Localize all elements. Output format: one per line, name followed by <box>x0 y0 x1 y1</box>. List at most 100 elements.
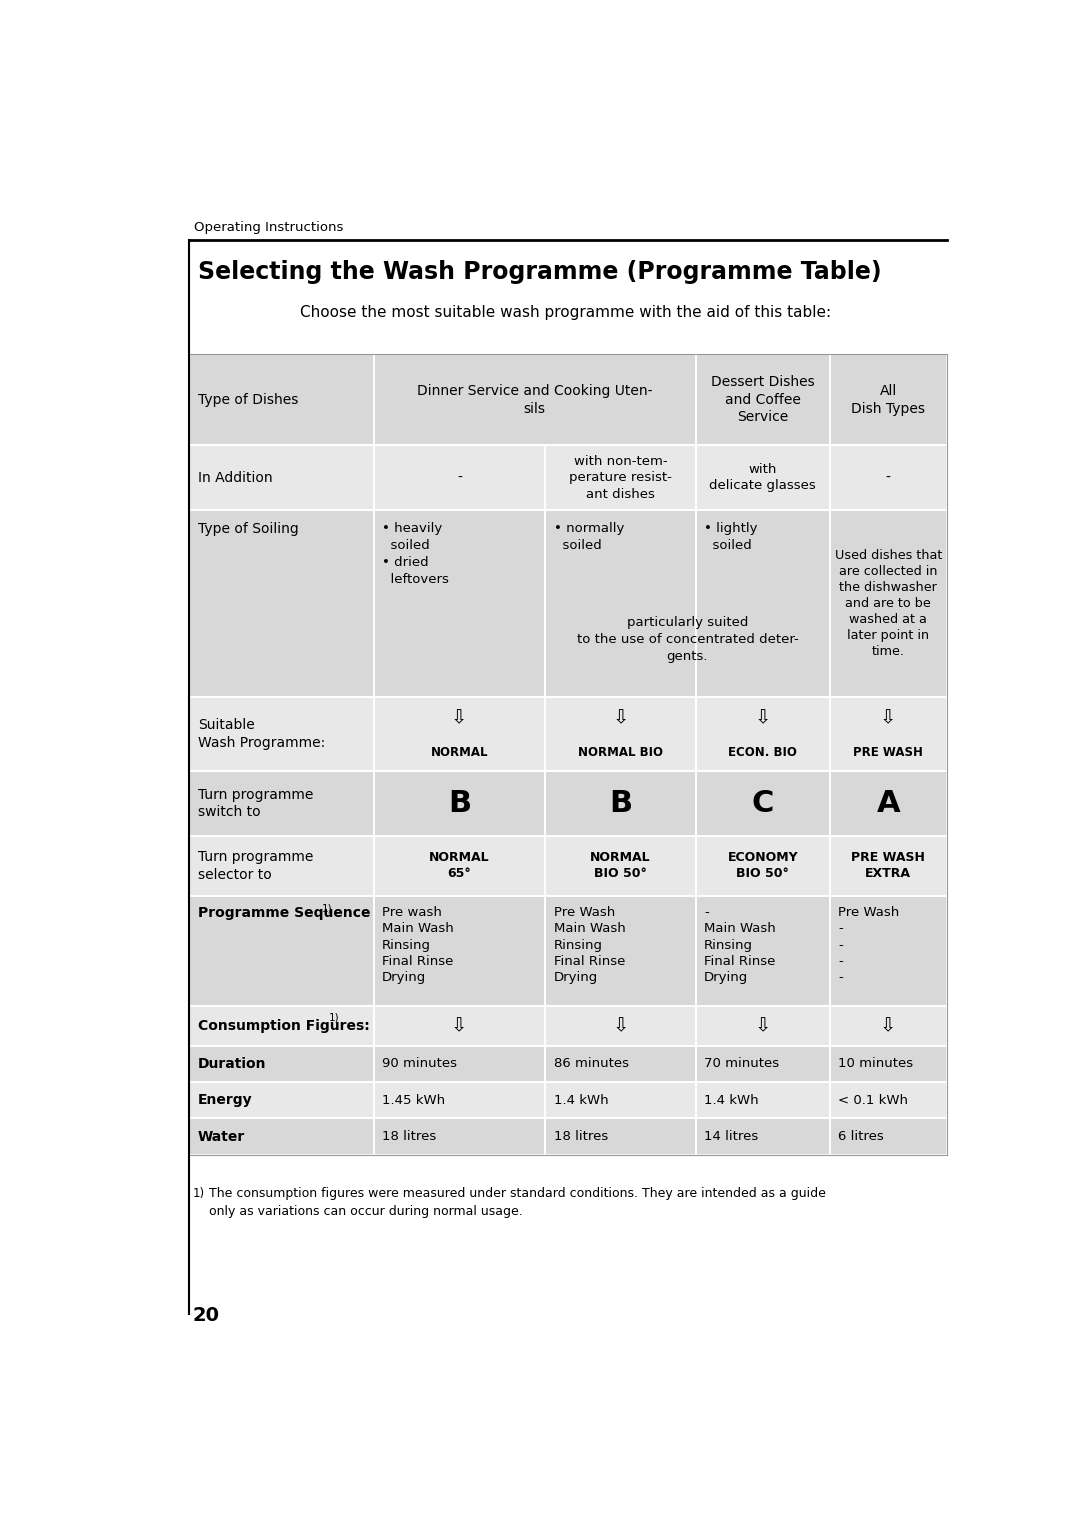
Text: ⇩: ⇩ <box>451 1017 468 1035</box>
Bar <box>829 445 947 511</box>
Text: • heavily
  soiled
• dried
  leftovers: • heavily soiled • dried leftovers <box>382 521 449 586</box>
Text: NORMAL: NORMAL <box>431 746 488 760</box>
Bar <box>189 1046 374 1083</box>
Text: 1.4 kWh: 1.4 kWh <box>704 1093 759 1107</box>
Bar <box>374 771 545 836</box>
Bar <box>545 511 696 697</box>
Text: 1): 1) <box>322 904 333 914</box>
Bar <box>829 1083 947 1118</box>
Bar <box>545 771 696 836</box>
Text: Turn programme
switch to: Turn programme switch to <box>198 787 313 820</box>
Text: Dessert Dishes
and Coffee
Service: Dessert Dishes and Coffee Service <box>711 375 814 425</box>
Text: Choose the most suitable wash programme with the aid of this table:: Choose the most suitable wash programme … <box>300 304 832 320</box>
Text: ⇩: ⇩ <box>755 708 771 726</box>
Bar <box>374 697 545 771</box>
Text: 18 litres: 18 litres <box>554 1130 608 1144</box>
Text: 1.45 kWh: 1.45 kWh <box>382 1093 445 1107</box>
Bar <box>696 697 829 771</box>
Bar <box>189 1118 374 1154</box>
Bar <box>829 1006 947 1046</box>
Bar <box>189 771 374 836</box>
Bar <box>189 1083 374 1118</box>
Text: ⇩: ⇩ <box>612 708 629 726</box>
Text: PRE WASH
EXTRA: PRE WASH EXTRA <box>851 852 926 881</box>
Bar <box>829 836 947 896</box>
Bar <box>696 1118 829 1154</box>
Text: Type of Soiling: Type of Soiling <box>198 521 298 535</box>
Bar <box>189 355 374 445</box>
Text: with non-tem-
perature resist-
ant dishes: with non-tem- perature resist- ant dishe… <box>569 454 672 500</box>
Text: ECON. BIO: ECON. BIO <box>728 746 797 760</box>
Bar <box>545 1118 696 1154</box>
Bar <box>545 1006 696 1046</box>
Bar <box>374 836 545 896</box>
Text: Programme Sequence: Programme Sequence <box>198 907 370 920</box>
Text: Suitable
Wash Programme:: Suitable Wash Programme: <box>198 719 325 749</box>
Text: Water: Water <box>198 1130 245 1144</box>
Text: ⇩: ⇩ <box>880 708 896 726</box>
Text: Pre Wash
-
-
-
-: Pre Wash - - - - <box>838 907 900 985</box>
Bar <box>545 836 696 896</box>
Text: NORMAL
65°: NORMAL 65° <box>429 852 489 881</box>
Text: NORMAL BIO: NORMAL BIO <box>578 746 663 760</box>
Text: 10 minutes: 10 minutes <box>838 1058 914 1070</box>
Text: 6 litres: 6 litres <box>838 1130 883 1144</box>
Text: 70 minutes: 70 minutes <box>704 1058 780 1070</box>
Bar <box>829 771 947 836</box>
Bar <box>696 836 829 896</box>
Text: PRE WASH: PRE WASH <box>853 746 923 760</box>
Bar <box>374 445 545 511</box>
Bar <box>696 1083 829 1118</box>
Bar <box>545 697 696 771</box>
Bar <box>374 1118 545 1154</box>
Bar <box>374 1006 545 1046</box>
Bar <box>374 511 545 697</box>
Bar <box>374 1083 545 1118</box>
Text: < 0.1 kWh: < 0.1 kWh <box>838 1093 908 1107</box>
Text: Operating Instructions: Operating Instructions <box>193 222 343 234</box>
Bar <box>696 511 829 697</box>
Text: Consumption Figures:: Consumption Figures: <box>198 1018 369 1032</box>
Text: 1): 1) <box>192 1187 205 1200</box>
Text: Pre Wash
Main Wash
Rinsing
Final Rinse
Drying: Pre Wash Main Wash Rinsing Final Rinse D… <box>554 907 625 985</box>
Text: • normally
  soiled: • normally soiled <box>554 521 624 552</box>
Bar <box>696 445 829 511</box>
Text: Pre wash
Main Wash
Rinsing
Final Rinse
Drying: Pre wash Main Wash Rinsing Final Rinse D… <box>382 907 454 985</box>
Text: ⇩: ⇩ <box>612 1017 629 1035</box>
Text: Used dishes that
are collected in
the dishwasher
and are to be
washed at a
later: Used dishes that are collected in the di… <box>835 549 942 657</box>
Text: 20: 20 <box>192 1306 219 1326</box>
Text: 90 minutes: 90 minutes <box>382 1058 457 1070</box>
Text: Type of Dishes: Type of Dishes <box>198 393 298 407</box>
Text: All
Dish Types: All Dish Types <box>851 384 926 416</box>
Text: -: - <box>886 471 891 485</box>
Bar <box>545 1083 696 1118</box>
Text: 14 litres: 14 litres <box>704 1130 758 1144</box>
Bar <box>829 896 947 1006</box>
Bar <box>189 697 374 771</box>
Bar <box>374 1046 545 1083</box>
Bar <box>189 445 374 511</box>
Bar <box>374 896 545 1006</box>
Text: -
Main Wash
Rinsing
Final Rinse
Drying: - Main Wash Rinsing Final Rinse Drying <box>704 907 775 985</box>
Text: Energy: Energy <box>198 1093 253 1107</box>
Bar <box>829 355 947 445</box>
Text: Duration: Duration <box>198 1057 267 1070</box>
Bar <box>189 896 374 1006</box>
Text: In Addition: In Addition <box>198 471 272 485</box>
Bar <box>696 355 829 445</box>
Bar <box>829 1118 947 1154</box>
Text: ECONOMY
BIO 50°: ECONOMY BIO 50° <box>728 852 798 881</box>
Text: 18 litres: 18 litres <box>382 1130 436 1144</box>
Bar <box>189 1006 374 1046</box>
Bar <box>696 896 829 1006</box>
Text: ⇩: ⇩ <box>880 1017 896 1035</box>
Bar <box>829 511 947 697</box>
Text: -: - <box>457 471 462 485</box>
Bar <box>545 1046 696 1083</box>
Bar <box>829 697 947 771</box>
Bar <box>189 836 374 896</box>
Bar <box>696 1046 829 1083</box>
Text: C: C <box>752 789 774 818</box>
Text: • lightly
  soiled: • lightly soiled <box>704 521 758 552</box>
Bar <box>189 511 374 697</box>
